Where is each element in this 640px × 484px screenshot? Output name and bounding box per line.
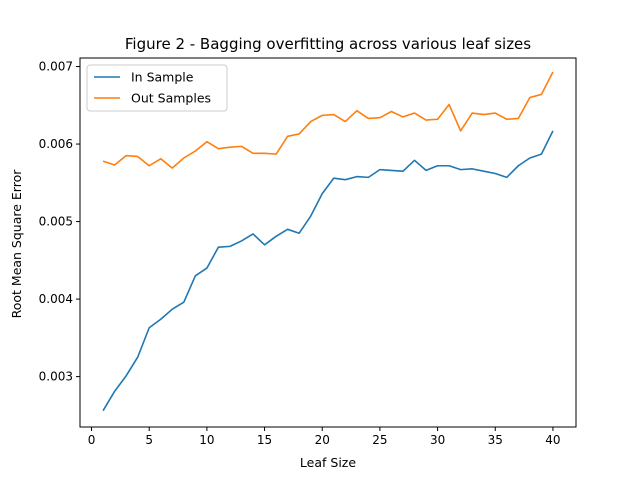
x-tick-label: 35 [488,433,503,447]
x-tick-label: 5 [145,433,153,447]
series-line-in-sample [102,130,554,412]
y-tick-label: 0.007 [39,60,73,74]
axes-layer: 0 5 10 15 20 25 30 35 40 0.003 0.004 0.005 0.006 0.00… [39,57,577,447]
x-tick-label: 10 [199,433,214,447]
legend-label-in-sample: In Sample [131,70,194,85]
y-axis-label: Root Mean Square Error [9,169,24,319]
legend: In Sample Out Samples [86,64,228,112]
x-tick-label: 0 [88,433,96,447]
x-axis-label: Leaf Size [300,455,356,470]
y-tick-label: 0.004 [39,292,73,306]
y-tick-label: 0.006 [39,137,73,151]
y-tick-label: 0.003 [39,370,73,384]
plot-frame [79,57,577,428]
legend-box [86,64,228,112]
y-tick-label: 0.005 [39,215,73,229]
x-tick-label: 20 [315,433,330,447]
x-tick-label: 15 [257,433,272,447]
x-tick-label: 30 [430,433,445,447]
series-line-out-samples [102,71,554,169]
x-tick-label: 40 [545,433,560,447]
chart-title: Figure 2 - Bagging overfitting across va… [125,35,531,53]
series-layer [102,71,554,412]
legend-label-out-samples: Out Samples [131,91,211,106]
x-tick-label: 25 [372,433,387,447]
